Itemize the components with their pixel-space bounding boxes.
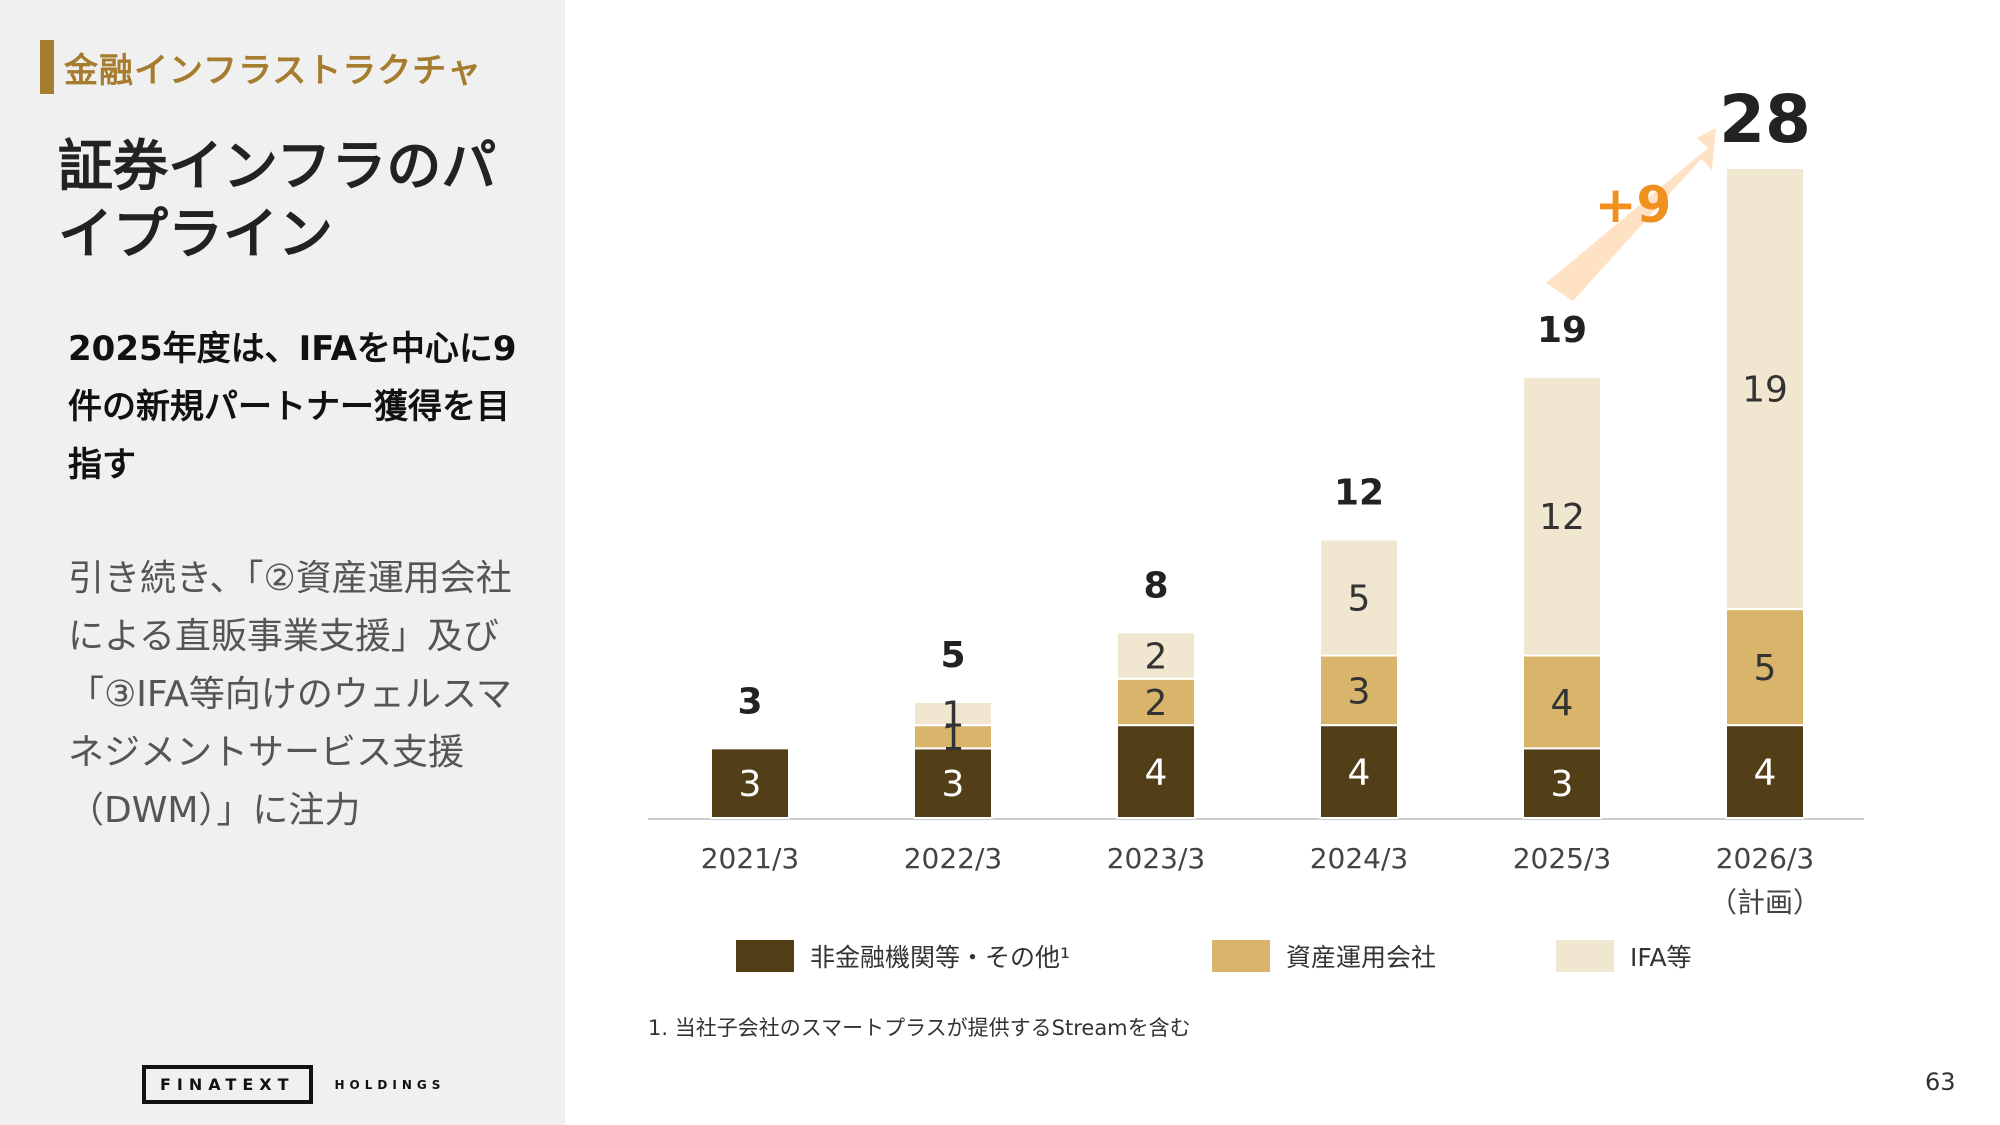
bar-total-label: 3: [737, 681, 762, 722]
bar-segment: [1522, 747, 1602, 819]
bar-value-label: 3: [739, 764, 762, 805]
bar-value-label: 19: [1742, 370, 1788, 411]
bar-value-label: 2: [1145, 683, 1168, 724]
legend-swatch: [1212, 940, 1270, 972]
legend-label: 資産運用会社: [1286, 943, 1436, 972]
headline: 2025年度は、IFAを中心に9件の新規パートナー獲得を目指す: [68, 329, 517, 485]
bar-segment: [1522, 375, 1602, 657]
growth-annotation: +9: [1595, 176, 1672, 234]
bar-total-label: 28: [1719, 81, 1811, 158]
bar-total-label: 5: [940, 635, 965, 676]
legend-swatch: [1556, 940, 1614, 972]
bar-value-label: 5: [1754, 648, 1777, 689]
x-tick-label: 2024/3: [1310, 842, 1409, 875]
x-tick-label: 2023/3: [1107, 842, 1206, 875]
bar-value-label: 4: [1551, 683, 1574, 724]
logo-sub: HOLDINGS: [334, 1077, 446, 1092]
x-tick-label: 2022/3: [904, 842, 1003, 875]
bar-segment: [1116, 631, 1196, 680]
legend-label: 非金融機関等・その他¹: [810, 943, 1070, 972]
bar-segment: [1319, 724, 1399, 820]
company-logo: FINATEXT HOLDINGS: [142, 1065, 445, 1104]
bar-value-label: 1: [942, 718, 965, 759]
bar-segment: [1319, 538, 1399, 657]
bar-segment: [1522, 654, 1602, 750]
legend-label: IFA等: [1630, 943, 1692, 972]
bar-value-label: 4: [1348, 753, 1371, 794]
bar-segment: [1319, 654, 1399, 727]
x-tick-label: 2026/3: [1716, 842, 1815, 875]
bar-value-label: 1: [942, 695, 965, 736]
bar-segment: [1725, 167, 1805, 611]
growth-arrow: [1546, 128, 1716, 301]
x-tick-label: 2025/3: [1513, 842, 1612, 875]
bar-value-label: 4: [1754, 753, 1777, 794]
bar-value-label: 3: [1348, 671, 1371, 712]
bar-segment: [1116, 677, 1196, 727]
bar-total-label: 12: [1334, 472, 1384, 513]
page-title: 証券インフラのパイプライン: [58, 134, 497, 266]
bar-value-label: 2: [1145, 637, 1168, 678]
section-tag: 金融インフラストラクチャ: [40, 40, 482, 94]
bar-segment: [913, 700, 993, 727]
logo-main: FINATEXT: [142, 1065, 313, 1104]
page-number: 63: [1925, 1068, 1956, 1096]
section-tag-bar: [40, 40, 54, 94]
bar-value-label: 5: [1348, 578, 1371, 619]
x-tick-label: 2021/3: [701, 842, 800, 875]
legend-swatch: [736, 940, 794, 972]
footnote: 1. 当社子会社のスマートプラスが提供するStreamを含む: [648, 1016, 1191, 1040]
body-text: 引き続き、「②資産運用会社による直販事業支援」及び「③IFA等向けのウェルスマネ…: [68, 558, 512, 831]
bar-segment: [1725, 608, 1805, 727]
bar-value-label: 12: [1539, 497, 1585, 538]
bar-value-label: 3: [942, 764, 965, 805]
bar-total-label: 19: [1537, 310, 1587, 351]
bar-value-label: 4: [1145, 753, 1168, 794]
left-panel: 金融インフラストラクチャ 証券インフラのパイプライン 2025年度は、IFAを中…: [0, 0, 565, 1125]
bar-value-label: 3: [1551, 764, 1574, 805]
x-tick-label: （計画）: [1709, 886, 1821, 919]
bar-segment: [710, 747, 790, 819]
section-tag-text: 金融インフラストラクチャ: [64, 50, 482, 91]
bar-total-label: 8: [1143, 565, 1168, 606]
